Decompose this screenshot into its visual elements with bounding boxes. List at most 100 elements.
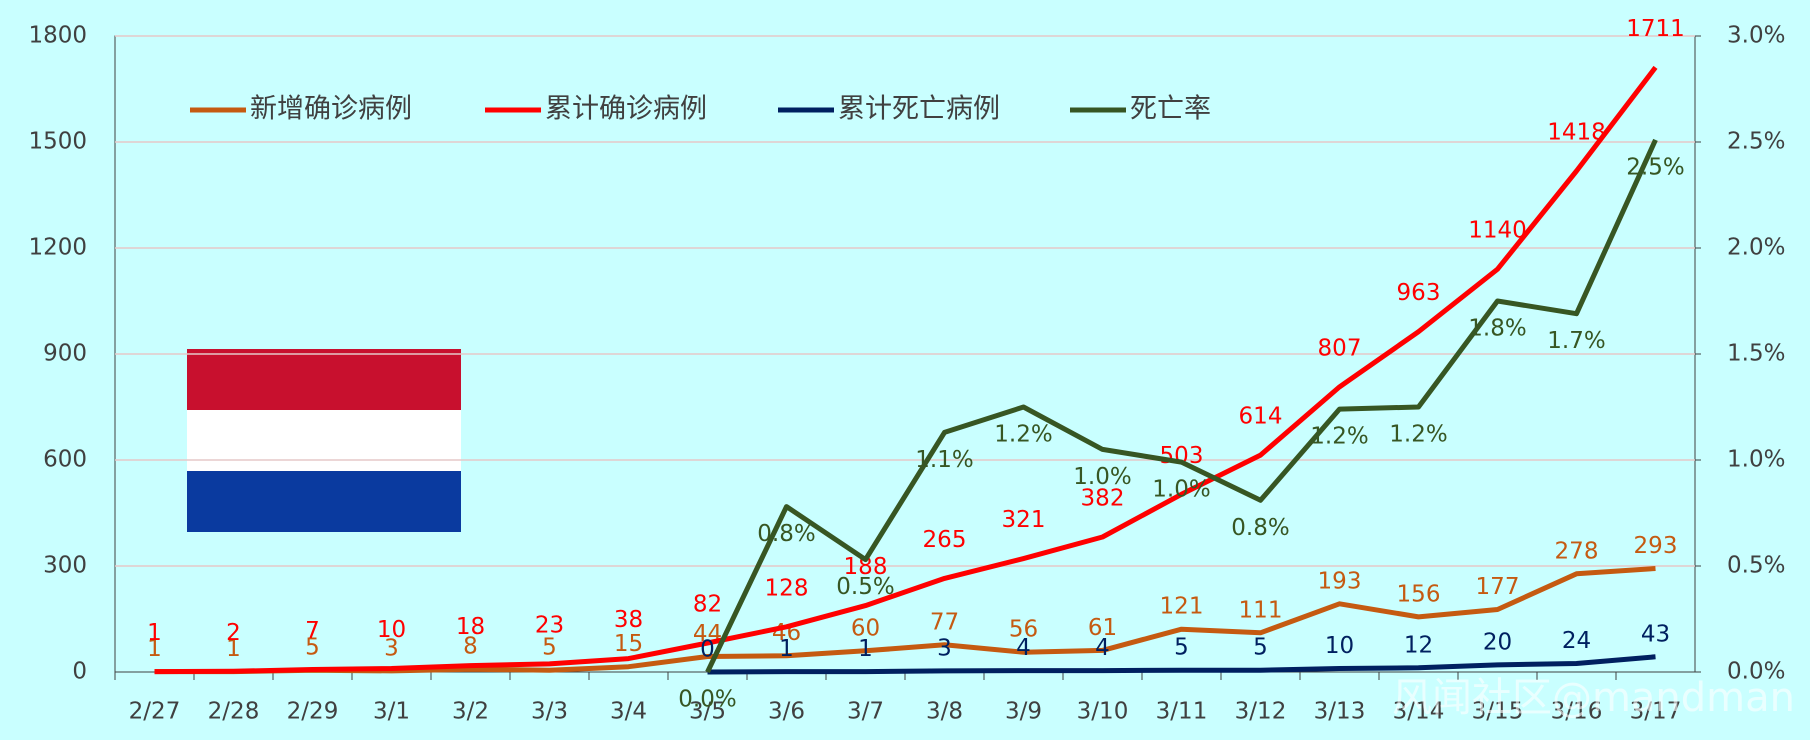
data-label: 1.2% bbox=[1389, 422, 1447, 448]
data-label: 0.8% bbox=[757, 521, 815, 547]
data-label: 0 bbox=[700, 637, 715, 663]
y2-tick-label: 0.0% bbox=[1727, 659, 1785, 685]
x-tick-label: 3/5 bbox=[689, 699, 726, 725]
data-label: 807 bbox=[1318, 335, 1362, 361]
data-label: 278 bbox=[1555, 538, 1599, 564]
y-tick-label: 1200 bbox=[28, 235, 87, 261]
series-line bbox=[154, 566, 1656, 675]
data-label: 1.8% bbox=[1468, 316, 1526, 342]
data-label: 56 bbox=[1009, 617, 1038, 643]
flag-blue bbox=[187, 471, 461, 532]
x-tick-label: 3/3 bbox=[531, 699, 568, 725]
data-label: 265 bbox=[923, 527, 967, 553]
legend-label: 死亡率 bbox=[1130, 94, 1211, 125]
x-tick-label: 3/11 bbox=[1156, 699, 1208, 725]
data-label: 43 bbox=[1641, 621, 1670, 647]
data-label: 3 bbox=[937, 635, 952, 661]
series-line bbox=[705, 138, 1658, 674]
data-label: 0.5% bbox=[836, 574, 894, 600]
x-tick-label: 3/14 bbox=[1393, 699, 1445, 725]
data-label: 5 bbox=[1253, 635, 1268, 661]
data-label: 20 bbox=[1483, 629, 1512, 655]
legend-label: 累计确诊病例 bbox=[545, 94, 707, 125]
data-label: 614 bbox=[1239, 404, 1283, 430]
x-tick-label: 2/29 bbox=[287, 699, 339, 725]
x-tick-label: 2/28 bbox=[208, 699, 260, 725]
watermark: 风闻社区@mandman bbox=[1392, 675, 1795, 721]
y2-tick-label: 0.5% bbox=[1727, 553, 1785, 579]
x-tick-label: 3/1 bbox=[373, 699, 410, 725]
data-label: 1 bbox=[779, 636, 794, 662]
data-label: 1.2% bbox=[994, 422, 1052, 448]
y-tick-label: 0 bbox=[72, 659, 87, 685]
y2-tick-label: 2.0% bbox=[1727, 235, 1785, 261]
data-label: 382 bbox=[1081, 486, 1125, 512]
data-label: 60 bbox=[851, 615, 880, 641]
y-tick-label: 300 bbox=[43, 553, 87, 579]
data-label: 321 bbox=[1002, 507, 1046, 533]
x-tick-label: 2/27 bbox=[129, 699, 181, 725]
data-label: 293 bbox=[1634, 533, 1678, 559]
x-tick-label: 3/7 bbox=[847, 699, 884, 725]
data-label: 1 bbox=[147, 620, 162, 646]
data-label: 963 bbox=[1397, 280, 1441, 306]
x-tick-label: 3/13 bbox=[1314, 699, 1366, 725]
x-tick-label: 3/8 bbox=[926, 699, 963, 725]
data-label: 5 bbox=[1174, 635, 1189, 661]
y2-tick-label: 1.0% bbox=[1727, 447, 1785, 473]
y2-tick-label: 2.5% bbox=[1727, 129, 1785, 155]
y-tick-label: 600 bbox=[43, 447, 87, 473]
data-label: 18 bbox=[456, 614, 485, 640]
data-label: 7 bbox=[305, 618, 320, 644]
y2-tick-label: 3.0% bbox=[1727, 23, 1785, 49]
flag bbox=[187, 349, 461, 532]
flag-red bbox=[187, 349, 461, 410]
data-label: 156 bbox=[1397, 581, 1441, 607]
data-label: 128 bbox=[765, 575, 809, 601]
data-label: 1.0% bbox=[1152, 477, 1210, 503]
data-label: 0.8% bbox=[1231, 515, 1289, 541]
data-label: 2 bbox=[226, 620, 241, 646]
data-label: 121 bbox=[1160, 594, 1204, 620]
x-tick-label: 3/12 bbox=[1235, 699, 1287, 725]
data-label: 1 bbox=[858, 636, 873, 662]
data-label: 1.7% bbox=[1547, 328, 1605, 354]
data-label: 2.5% bbox=[1626, 154, 1684, 180]
data-label: 193 bbox=[1318, 568, 1362, 594]
data-label: 1.2% bbox=[1310, 424, 1368, 450]
x-tick-label: 3/4 bbox=[610, 699, 647, 725]
data-label: 77 bbox=[930, 609, 959, 635]
data-label: 15 bbox=[614, 631, 643, 657]
data-label: 61 bbox=[1088, 615, 1117, 641]
flag-white bbox=[187, 410, 461, 471]
data-label: 1.0% bbox=[1073, 464, 1131, 490]
data-label: 5 bbox=[305, 635, 320, 661]
legend-label: 新增确诊病例 bbox=[250, 94, 412, 125]
data-label: 1711 bbox=[1626, 16, 1685, 42]
data-label: 10 bbox=[1325, 633, 1354, 659]
data-label: 0.0% bbox=[678, 687, 736, 713]
data-label: 10 bbox=[377, 617, 406, 643]
x-tick-label: 3/15 bbox=[1472, 699, 1524, 725]
data-label: 23 bbox=[535, 612, 564, 638]
y-tick-label: 1500 bbox=[28, 129, 87, 155]
series-line bbox=[154, 65, 1658, 675]
data-label: 1 bbox=[226, 636, 241, 662]
x-tick-label: 3/6 bbox=[768, 699, 805, 725]
data-label: 111 bbox=[1239, 597, 1283, 623]
x-tick-label: 3/16 bbox=[1551, 699, 1603, 725]
y2-tick-label: 1.5% bbox=[1727, 341, 1785, 367]
data-label: 1 bbox=[147, 636, 162, 662]
data-label: 177 bbox=[1476, 574, 1520, 600]
data-label: 82 bbox=[693, 592, 722, 618]
data-label: 1.1% bbox=[915, 447, 973, 473]
data-label: 1140 bbox=[1468, 218, 1527, 244]
y-tick-label: 1800 bbox=[28, 23, 87, 49]
x-tick-label: 3/2 bbox=[452, 699, 489, 725]
series-line bbox=[707, 654, 1656, 675]
data-label: 3 bbox=[384, 635, 399, 661]
x-tick-label: 3/9 bbox=[1005, 699, 1042, 725]
y-tick-label: 900 bbox=[43, 341, 87, 367]
